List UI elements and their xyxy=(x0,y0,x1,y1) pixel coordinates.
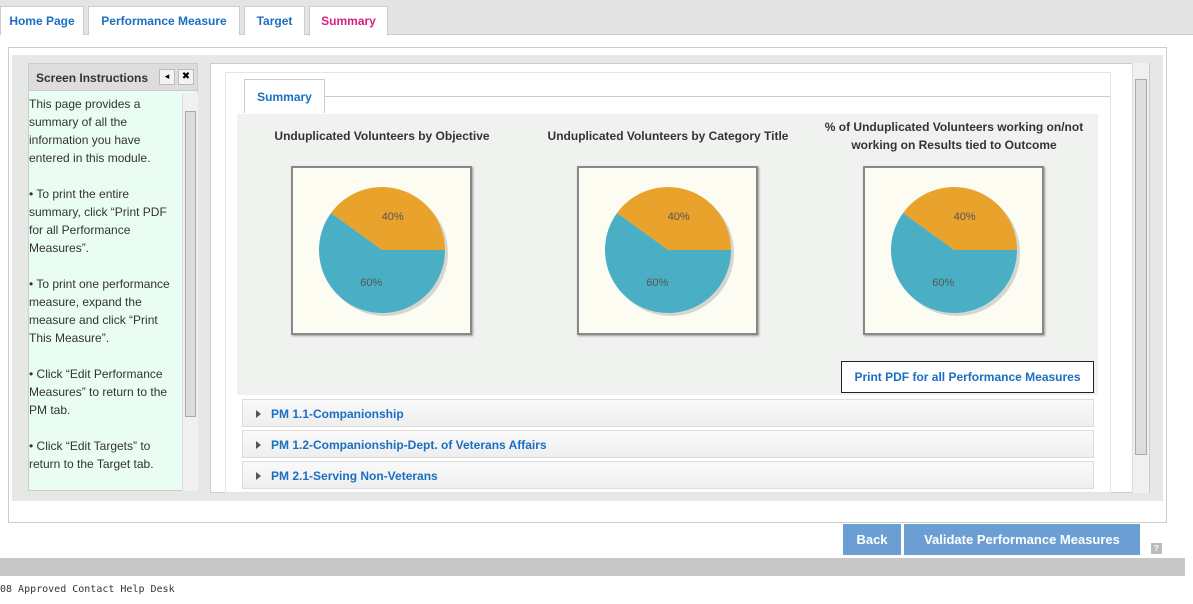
accordion-item[interactable]: PM 1.2-Companionship-Dept. of Veterans A… xyxy=(242,430,1094,458)
chart-title: Unduplicated Volunteers by Category Titl… xyxy=(547,129,789,143)
pie-chart: 40% 60% xyxy=(605,187,734,316)
slice-label: 40% xyxy=(954,211,976,223)
instruction-paragraph: • Click “Edit Targets” to return to the … xyxy=(29,439,154,471)
scrollbar[interactable] xyxy=(1132,63,1149,493)
instruction-paragraph: This page provides a summary of all the … xyxy=(29,97,151,165)
pie-slice xyxy=(891,212,1017,313)
collapse-button[interactable]: ◂ xyxy=(159,69,175,85)
tab[interactable]: Target xyxy=(244,6,305,35)
tab-active[interactable]: Summary xyxy=(309,6,388,36)
validate-button[interactable]: Validate Performance Measures xyxy=(904,524,1140,555)
tab[interactable]: Performance Measure xyxy=(88,6,240,35)
slice-label: 40% xyxy=(382,211,404,223)
status-bar xyxy=(0,558,1185,576)
tab-line xyxy=(244,96,1110,97)
pie-slice xyxy=(331,187,445,250)
pie-chart: 40% 60% xyxy=(319,187,448,316)
summary-tab[interactable]: Summary xyxy=(244,79,325,113)
print-button[interactable]: Print PDF for all Performance Measures xyxy=(841,361,1094,393)
slice-label: 60% xyxy=(360,277,382,289)
instructions-panel xyxy=(28,63,198,491)
accordion-item[interactable]: PM 2.1-Serving Non-Veterans xyxy=(242,461,1094,489)
back-button[interactable]: Back xyxy=(843,524,901,555)
instruction-paragraph: • To print the entire summary, click “Pr… xyxy=(29,187,167,255)
chart-title: Unduplicated Volunteers by Objective xyxy=(274,129,490,143)
instruction-paragraph: • Click “Edit Performance Measures” to r… xyxy=(29,367,168,417)
chart-title: % of Unduplicated Volunteers working on/… xyxy=(824,120,1084,152)
footer: 08 Approved Contact Help Desk xyxy=(0,584,175,595)
pie-slice xyxy=(319,212,445,313)
scrollbar[interactable] xyxy=(182,93,198,491)
help-icon[interactable]: ? xyxy=(1151,543,1162,554)
accordion-item[interactable]: PM 1.1-Companionship xyxy=(242,399,1094,427)
pie-slice xyxy=(605,212,731,313)
chart-box: 40% 60% xyxy=(863,166,1044,335)
chart-box: 40% 60% xyxy=(291,166,472,335)
slice-label: 40% xyxy=(668,211,690,223)
chart-box: 40% 60% xyxy=(577,166,758,335)
tab[interactable]: Home Page xyxy=(0,6,84,35)
pie-slice xyxy=(903,187,1017,250)
slice-label: 60% xyxy=(932,277,954,289)
slice-label: 60% xyxy=(646,277,668,289)
close-button[interactable]: ✖ xyxy=(178,69,194,85)
instruction-paragraph: • To print one performance measure, expa… xyxy=(29,277,170,345)
instructions-text: This page provides a summary of all the … xyxy=(29,95,179,491)
pie-chart: 40% 60% xyxy=(891,187,1020,316)
pie-slice xyxy=(617,187,731,250)
